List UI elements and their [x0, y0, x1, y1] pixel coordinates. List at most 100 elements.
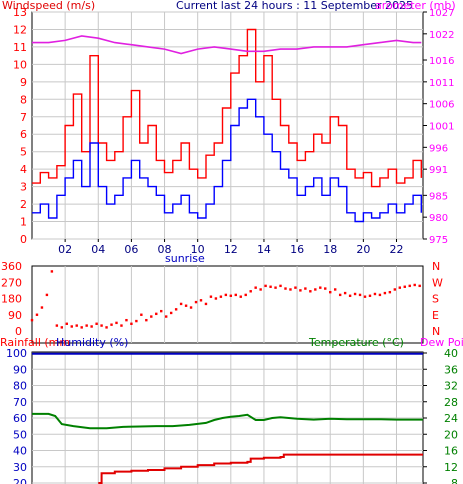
- temperature-tick-label: 16: [444, 445, 458, 458]
- wind-y-tick-label: 1: [20, 216, 27, 229]
- direction-point: [199, 299, 203, 302]
- direction-point: [75, 324, 78, 327]
- direction-point: [398, 286, 402, 289]
- direction-y-tick-label: 0: [15, 325, 22, 338]
- barometer-tick-label: 1011: [429, 78, 454, 89]
- direction-point: [274, 286, 277, 289]
- wind-x-tick-label: 06: [124, 243, 138, 256]
- direction-point: [259, 288, 262, 291]
- direction-point: [234, 293, 237, 297]
- direction-point: [95, 322, 98, 325]
- direction-point: [85, 324, 88, 327]
- direction-point: [80, 326, 83, 329]
- humidity-tick-label: 20: [13, 477, 27, 484]
- direction-point: [194, 300, 198, 304]
- direction-point: [169, 311, 173, 315]
- direction-point: [219, 295, 223, 298]
- direction-point: [35, 313, 39, 316]
- wind-y-tick-label: 9: [20, 76, 27, 89]
- direction-point: [45, 293, 49, 297]
- direction-point: [65, 322, 68, 325]
- direction-point: [135, 319, 138, 323]
- temperature-tick-label: 12: [444, 461, 458, 474]
- rainfall-axis-label: Rainfall (mm: [0, 336, 70, 349]
- direction-point: [269, 285, 272, 288]
- humidity-axis-label: Humidity (%): [56, 336, 128, 349]
- wind-right-axis: 975 980 985 991 996 1001 1006 1011 1016 1022 1027: [423, 8, 454, 246]
- temperature-tick-label: 28: [444, 396, 458, 409]
- direction-point: [348, 294, 352, 297]
- compass-label: S: [432, 293, 439, 306]
- direction-point: [333, 288, 337, 291]
- direction-point: [289, 288, 292, 291]
- wind-y-tick-label: 12: [13, 23, 27, 36]
- wind-x-tick-label: 16: [290, 243, 304, 256]
- direction-point: [105, 326, 108, 329]
- wind-y-tick-label: 10: [13, 58, 27, 71]
- direction-point: [164, 315, 168, 318]
- temperature-series-layer: [32, 352, 423, 484]
- wind-gridlines: [32, 11, 423, 240]
- wind-y-tick-label: 7: [20, 111, 27, 124]
- barometer-tick-label: 980: [429, 213, 448, 224]
- temperature-axis-label: Temperature (°C): [308, 336, 404, 349]
- direction-gridlines: [64, 266, 397, 343]
- barometer-tick-label: 1022: [429, 30, 454, 41]
- direction-point: [373, 292, 377, 296]
- wind-y-tick-label: 11: [13, 41, 27, 54]
- direction-point: [249, 290, 252, 293]
- barometer-tick-label: 975: [429, 235, 448, 246]
- temperature-tick-label: 20: [444, 428, 458, 441]
- direction-point: [209, 295, 213, 298]
- direction-point: [358, 293, 362, 297]
- temperature-tick-label: 40: [444, 347, 458, 360]
- wind-x-tick-label: 22: [389, 243, 403, 256]
- temperature-tick-label: 8: [451, 477, 458, 484]
- direction-left-axis: 360 270 180 90 0: [1, 260, 22, 338]
- direction-point: [145, 318, 148, 322]
- direction-point: [324, 287, 327, 290]
- compass-label: N: [432, 260, 440, 273]
- humidity-tick-label: 60: [13, 412, 27, 425]
- direction-point: [224, 293, 228, 297]
- direction-point: [70, 325, 73, 328]
- direction-y-tick-label: 270: [1, 276, 22, 289]
- direction-point: [383, 291, 387, 295]
- wind-x-tick-label: 18: [323, 243, 337, 256]
- wind-x-tick-label: 20: [356, 243, 370, 256]
- wind-x-tick-label: 12: [224, 243, 238, 256]
- gust-line: [32, 28, 422, 188]
- direction-y-tick-label: 360: [1, 260, 22, 273]
- direction-point: [100, 324, 103, 327]
- wind-y-tick-label: 2: [20, 198, 27, 211]
- direction-point: [40, 306, 44, 309]
- direction-point: [214, 297, 218, 300]
- temperature-line: [32, 412, 423, 430]
- direction-point: [319, 286, 322, 289]
- humidity-tick-label: 70: [13, 396, 27, 409]
- temperature-panel: 100 90 80 70 60 50 40 30 20 40 36 32 28 24 20 16 12 8 Ra…: [0, 336, 463, 484]
- barometer-tick-label: 1016: [429, 56, 454, 67]
- compass-label: N: [432, 325, 440, 338]
- direction-point: [55, 324, 59, 327]
- direction-point: [60, 326, 64, 329]
- barometer-tick-label: 996: [429, 143, 448, 154]
- direction-point: [189, 306, 193, 309]
- direction-point: [130, 322, 133, 325]
- rainfall-line: [98, 453, 423, 484]
- direction-point: [244, 293, 247, 297]
- direction-point: [115, 321, 118, 325]
- direction-point: [184, 304, 188, 307]
- direction-point: [314, 288, 317, 291]
- wind-y-tick-label: 0: [20, 233, 27, 246]
- compass-label: W: [432, 276, 443, 289]
- wind-x-tick-label: 02: [58, 243, 72, 256]
- direction-point: [50, 270, 54, 273]
- direction-point: [413, 283, 416, 287]
- direction-point: [329, 290, 332, 294]
- direction-point: [239, 295, 242, 298]
- wind-x-tick-label: 04: [91, 243, 105, 256]
- temperature-right-axis: 40 36 32 28 24 20 16 12 8: [423, 347, 458, 484]
- humidity-tick-label: 80: [13, 380, 27, 393]
